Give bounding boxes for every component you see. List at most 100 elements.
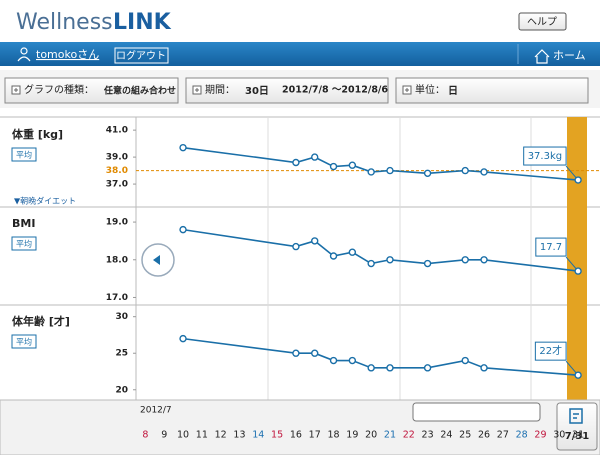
user-link[interactable]: tomokoさん bbox=[36, 48, 99, 61]
data-line bbox=[182, 146, 579, 181]
badge-label[interactable]: 平均 bbox=[16, 150, 32, 160]
data-point bbox=[574, 176, 582, 184]
logout-label[interactable]: ログアウト bbox=[116, 49, 166, 62]
help-button[interactable] bbox=[518, 12, 567, 31]
scroll-box[interactable] bbox=[412, 402, 541, 422]
filter-value: 2012/7/8 ～2012/8/6 bbox=[282, 85, 388, 96]
badge-label[interactable]: 平均 bbox=[16, 337, 32, 347]
data-point bbox=[423, 169, 432, 177]
data-point bbox=[179, 143, 187, 152]
selected-day-highlight bbox=[567, 117, 587, 400]
day-label: 13 bbox=[233, 430, 245, 441]
data-point bbox=[480, 364, 488, 372]
data-point bbox=[574, 371, 582, 379]
data-point bbox=[367, 259, 375, 268]
data-point bbox=[386, 166, 394, 175]
day-label: 17 bbox=[309, 430, 321, 441]
day-label: 28 bbox=[516, 430, 528, 441]
help-label[interactable]: ヘルプ bbox=[527, 16, 557, 28]
day-label: 14 bbox=[252, 430, 264, 441]
filter-value: 任意の組み合わせ bbox=[103, 85, 176, 97]
data-line bbox=[182, 228, 579, 272]
nav-bar bbox=[0, 42, 600, 66]
day-label: 19 bbox=[346, 430, 358, 441]
callout-box bbox=[534, 341, 567, 361]
home-link[interactable]: ホーム bbox=[553, 49, 586, 62]
y-tick-label: 20 bbox=[115, 385, 128, 395]
chart-label: 体年齢 [才] bbox=[12, 314, 70, 328]
day-label: 16 bbox=[290, 430, 302, 441]
data-point bbox=[179, 225, 187, 234]
expand-icon bbox=[11, 85, 412, 95]
day-label: 25 bbox=[459, 430, 471, 441]
data-point bbox=[348, 248, 357, 256]
day-label: 23 bbox=[422, 430, 434, 441]
note[interactable]: ▼朝晩ダイエット bbox=[14, 196, 76, 206]
target-label: 38.0 bbox=[106, 166, 128, 176]
callout-box bbox=[535, 237, 567, 257]
data-point bbox=[480, 168, 488, 176]
day-label: 20 bbox=[365, 430, 377, 441]
home-icon[interactable] bbox=[534, 49, 550, 64]
data-point bbox=[386, 364, 394, 372]
callout-label: 17.7 bbox=[540, 242, 562, 253]
day-label: 12 bbox=[215, 430, 227, 441]
badge-label[interactable]: 平均 bbox=[16, 239, 32, 249]
data-point bbox=[461, 356, 469, 365]
chart-label: BMI bbox=[12, 217, 35, 230]
callout-label: 37.3kg bbox=[528, 151, 562, 162]
data-point bbox=[461, 256, 469, 264]
day-label: 31 bbox=[572, 430, 584, 441]
day-label: 18 bbox=[327, 430, 339, 441]
y-tick-label: 39.0 bbox=[106, 153, 128, 163]
y-tick-label: 17.0 bbox=[106, 293, 128, 303]
logo: Wellness bbox=[16, 10, 113, 35]
date-button[interactable] bbox=[556, 402, 598, 451]
day-label: 15 bbox=[271, 430, 283, 441]
filter-tab[interactable] bbox=[395, 77, 589, 104]
filter-label: グラフの種類： bbox=[24, 83, 94, 96]
filter-value: 日 bbox=[448, 85, 458, 97]
badge[interactable] bbox=[11, 236, 37, 251]
data-point bbox=[348, 161, 357, 169]
data-point bbox=[348, 356, 357, 365]
user-icon bbox=[17, 47, 31, 62]
day-label: 22 bbox=[403, 430, 415, 441]
day-label: 26 bbox=[478, 430, 490, 441]
data-point bbox=[423, 259, 432, 268]
day-label: 8 bbox=[142, 430, 148, 441]
logo: LINK bbox=[113, 10, 172, 35]
filter-tab[interactable] bbox=[185, 77, 389, 104]
filter-label: 単位： bbox=[415, 83, 445, 96]
day-label: 24 bbox=[440, 430, 452, 441]
date-button-label[interactable]: 7/31 bbox=[565, 431, 590, 442]
data-point bbox=[574, 267, 582, 275]
y-tick-label: 18.0 bbox=[106, 255, 128, 265]
data-point bbox=[329, 162, 338, 171]
chart-label: 体重 [kg] bbox=[12, 127, 63, 141]
data-point bbox=[292, 242, 300, 251]
data-point bbox=[480, 256, 488, 264]
data-point bbox=[311, 237, 319, 245]
y-tick-label: 19.0 bbox=[106, 218, 128, 228]
day-label: 30 bbox=[553, 430, 565, 441]
day-label: 21 bbox=[384, 430, 396, 441]
callout-label: 22才 bbox=[539, 344, 562, 357]
logout-button[interactable] bbox=[114, 47, 169, 64]
data-point bbox=[367, 364, 375, 372]
day-label: 27 bbox=[497, 430, 509, 441]
prev-arrow[interactable] bbox=[153, 255, 160, 265]
filter-tab[interactable] bbox=[4, 77, 179, 104]
badge[interactable] bbox=[11, 334, 37, 349]
y-tick-label: 37.0 bbox=[106, 180, 128, 190]
data-point bbox=[311, 153, 319, 161]
edit-icon[interactable] bbox=[569, 408, 583, 424]
y-tick-label: 30 bbox=[115, 312, 128, 322]
header bbox=[0, 0, 600, 42]
data-point bbox=[329, 252, 338, 260]
data-point bbox=[292, 158, 300, 167]
badge[interactable] bbox=[11, 147, 37, 162]
data-point bbox=[311, 349, 319, 357]
